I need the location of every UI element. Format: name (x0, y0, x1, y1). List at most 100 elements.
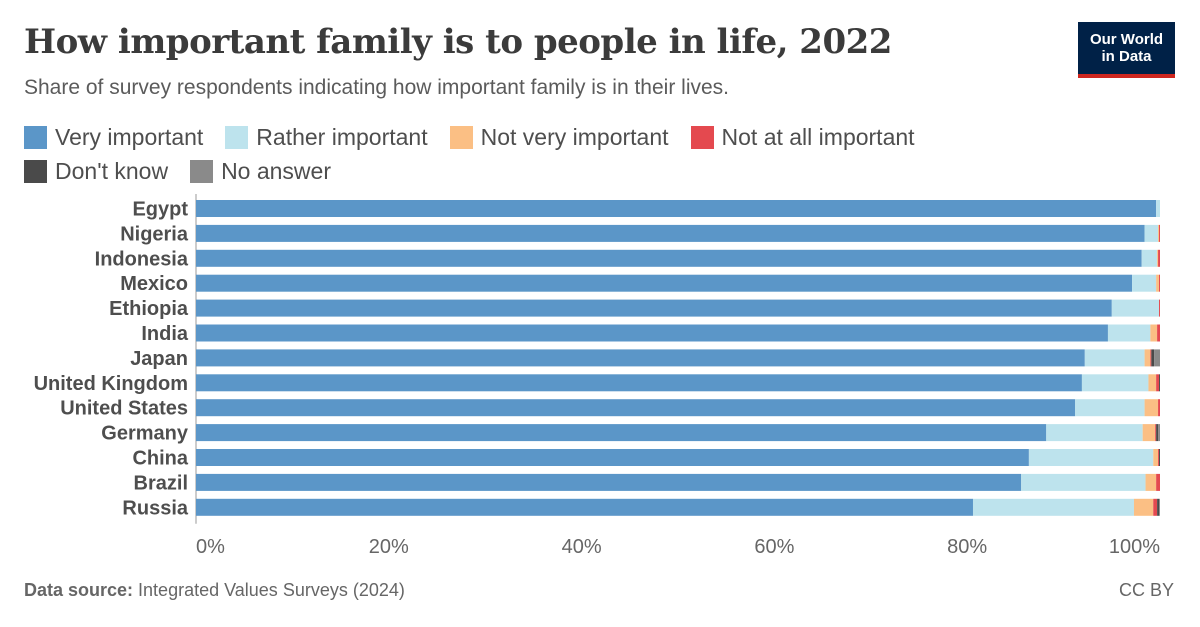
bar-brazil-not-at-all-important[interactable] (1156, 473, 1160, 491)
bar-russia-not-very-important[interactable] (1133, 498, 1154, 516)
bar-germany-very-important[interactable] (196, 424, 1047, 442)
bar-united-kingdom-very-important[interactable] (196, 374, 1082, 392)
category-label-mexico: Mexico (120, 273, 188, 295)
bar-egypt-very-important[interactable] (196, 200, 1157, 217)
bar-brazil-very-important[interactable] (196, 473, 1022, 491)
bar-india-not-very-important[interactable] (1150, 324, 1158, 342)
bar-ethiopia-not-at-all-important[interactable] (1159, 299, 1160, 317)
bar-nigeria-rather-important[interactable] (1144, 224, 1159, 242)
legend-item-not-very-important[interactable]: Not very important (449, 123, 669, 150)
category-label-china: China (132, 448, 188, 470)
bar-india-rather-important[interactable] (1107, 324, 1151, 342)
x-tick-label: 20% (369, 536, 409, 558)
bar-mexico-very-important[interactable] (196, 274, 1133, 292)
chart-title: How important family is to people in lif… (24, 22, 892, 62)
bar-germany-rather-important[interactable] (1046, 424, 1143, 442)
bar-china-very-important[interactable] (196, 449, 1029, 466)
legend-item-not-at-all-important[interactable]: Not at all important (690, 123, 915, 150)
legend-label: No answer (221, 157, 331, 184)
x-tick-label: 40% (562, 536, 602, 558)
legend-label: Rather important (256, 123, 428, 150)
legend-swatch (225, 125, 249, 149)
legend-item-no-answer[interactable]: No answer (190, 158, 331, 184)
x-tick-label: 80% (947, 536, 987, 558)
bar-russia-don-t-know[interactable] (1157, 498, 1160, 516)
bar-egypt-rather-important[interactable] (1156, 200, 1160, 217)
bar-china-not-at-all-important[interactable] (1158, 449, 1160, 466)
owid-logo[interactable]: Our World in Data (1078, 22, 1175, 78)
category-label-united-states: United States (60, 398, 188, 420)
bar-indonesia-not-at-all-important[interactable] (1158, 249, 1160, 267)
category-label-brazil: Brazil (134, 472, 188, 494)
bar-mexico-rather-important[interactable] (1132, 274, 1157, 292)
category-label-united-kingdom: United Kingdom (34, 373, 188, 395)
bar-germany-don-t-know[interactable] (1156, 424, 1159, 442)
bar-germany-no-answer[interactable] (1158, 424, 1160, 442)
legend-label: Very important (55, 123, 204, 150)
bar-brazil-rather-important[interactable] (1021, 473, 1146, 491)
bar-russia-not-at-all-important[interactable] (1153, 498, 1158, 516)
bar-china-rather-important[interactable] (1028, 449, 1154, 466)
bar-china-not-very-important[interactable] (1153, 449, 1159, 466)
legend-item-very-important[interactable]: Very important (24, 124, 203, 150)
bar-indonesia-not-very-important[interactable] (1157, 249, 1159, 267)
legend-swatch (24, 159, 47, 183)
bar-brazil-not-very-important[interactable] (1145, 473, 1157, 491)
data-source-label: Data source: (24, 580, 134, 600)
bar-united-kingdom-not-very-important[interactable] (1148, 374, 1157, 392)
data-source-text: Integrated Values Surveys (2024) (133, 580, 405, 600)
bar-japan-no-answer[interactable] (1154, 349, 1160, 367)
bar-japan-not-at-all-important[interactable] (1150, 349, 1152, 367)
x-tick-label: 100% (1109, 536, 1160, 558)
bar-united-states-not-at-all-important[interactable] (1158, 399, 1160, 417)
category-label-indonesia: Indonesia (95, 248, 189, 270)
legend-swatch (190, 159, 214, 183)
legend-item-dont-know[interactable]: Don't know (24, 158, 168, 184)
legend-swatch (690, 125, 714, 149)
legend-swatch (24, 125, 47, 149)
bar-russia-rather-important[interactable] (972, 498, 1134, 516)
category-label-egypt: Egypt (132, 199, 188, 221)
bar-nigeria-not-very-important[interactable] (1158, 224, 1160, 242)
category-label-russia: Russia (122, 497, 188, 519)
bar-japan-don-t-know[interactable] (1151, 349, 1155, 367)
category-label-ethiopia: Ethiopia (109, 298, 189, 320)
license-link[interactable]: CC BY (1118, 580, 1174, 600)
bar-nigeria-very-important[interactable] (196, 224, 1145, 242)
bar-indonesia-very-important[interactable] (196, 249, 1142, 267)
bar-china-don-t-know[interactable] (1159, 449, 1160, 466)
logo-line-2: in Data (1101, 48, 1152, 65)
bar-united-kingdom-rather-important[interactable] (1081, 374, 1149, 392)
bar-mexico-not-at-all-important[interactable] (1159, 274, 1160, 292)
category-label-germany: Germany (101, 423, 189, 445)
bar-russia-very-important[interactable] (196, 498, 973, 516)
bar-united-kingdom-not-at-all-important[interactable] (1156, 374, 1160, 392)
bar-germany-not-at-all-important[interactable] (1155, 424, 1157, 442)
bar-united-states-rather-important[interactable] (1075, 399, 1145, 417)
data-source: Data source: Integrated Values Surveys (… (24, 580, 405, 601)
chart-subtitle: Share of survey respondents indicating h… (24, 76, 729, 99)
bar-ethiopia-very-important[interactable] (196, 299, 1112, 317)
bar-united-states-very-important[interactable] (196, 399, 1076, 417)
legend-item-rather-important[interactable]: Rather important (225, 123, 428, 150)
bar-russia-no-answer[interactable] (1159, 498, 1160, 516)
x-tick-label: 60% (754, 536, 794, 558)
bar-united-states-not-very-important[interactable] (1144, 399, 1159, 417)
legend-label: Not very important (480, 123, 669, 150)
bar-india-very-important[interactable] (196, 324, 1108, 342)
legend-label: Not at all important (721, 123, 915, 150)
bar-ethiopia-rather-important[interactable] (1111, 299, 1160, 317)
bar-united-kingdom-don-t-know[interactable] (1159, 374, 1160, 392)
logo-line-1: Our World (1089, 31, 1164, 48)
category-label-nigeria: Nigeria (120, 223, 189, 245)
chart-legend: Very important Rather important Not very… (24, 124, 1024, 184)
bar-mexico-not-very-important[interactable] (1156, 274, 1160, 292)
bar-germany-not-very-important[interactable] (1142, 424, 1156, 442)
bar-japan-rather-important[interactable] (1084, 349, 1145, 367)
bar-japan-not-very-important[interactable] (1144, 349, 1151, 367)
bar-indonesia-rather-important[interactable] (1141, 249, 1158, 267)
bar-india-not-at-all-important[interactable] (1157, 324, 1160, 342)
bar-japan-very-important[interactable] (196, 349, 1085, 367)
bar-nigeria-not-at-all-important[interactable] (1159, 224, 1160, 242)
